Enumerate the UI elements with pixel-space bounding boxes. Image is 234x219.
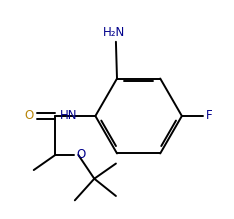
- Text: F: F: [206, 110, 213, 122]
- Text: O: O: [76, 148, 85, 161]
- Text: HN: HN: [59, 110, 77, 122]
- Text: O: O: [24, 110, 33, 122]
- Text: H₂N: H₂N: [103, 26, 125, 39]
